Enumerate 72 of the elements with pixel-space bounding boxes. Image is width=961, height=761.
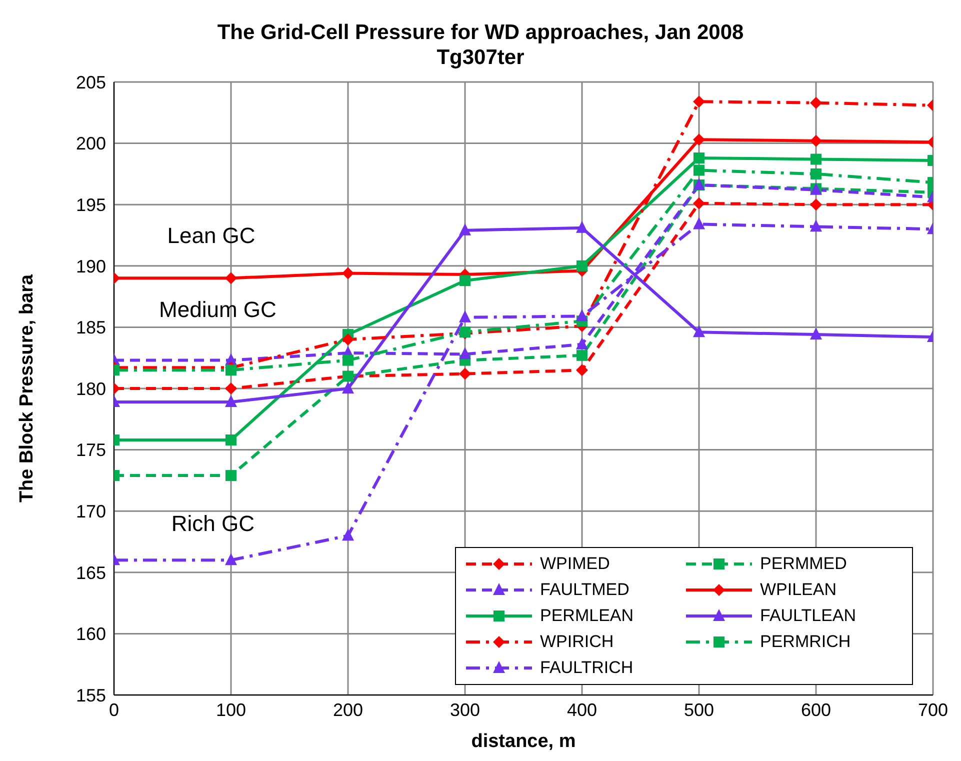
- chart-title: The Grid-Cell Pressure for WD approaches, Jan 2008: [216, 20, 745, 45]
- chart-subtitle: Tg307ter: [436, 45, 526, 70]
- y-tick-label: 165: [76, 562, 106, 583]
- point: [225, 272, 237, 284]
- point: [226, 434, 236, 446]
- y-tick-label: 180: [76, 378, 106, 399]
- legend-label: PERMRICH: [760, 632, 851, 652]
- point: [810, 154, 822, 165]
- point: [226, 364, 236, 376]
- y-tick-label: 205: [76, 72, 106, 92]
- y-tick-label: 185: [76, 318, 106, 338]
- x-tick-label: 200: [332, 700, 364, 720]
- legend-label: FAULTRICH: [540, 658, 634, 678]
- point: [342, 528, 354, 541]
- x-tick-label: 400: [566, 700, 598, 720]
- x-tick-label: 0: [108, 700, 120, 720]
- point: [342, 333, 354, 346]
- legend-label: FAULTMED: [540, 580, 630, 600]
- point: [459, 347, 471, 360]
- point: [459, 368, 471, 380]
- point: [810, 220, 822, 232]
- annotation: Lean GC: [167, 223, 256, 250]
- point: [693, 134, 705, 146]
- point: [576, 260, 588, 272]
- point: [810, 168, 822, 180]
- y-tick-label: 175: [76, 440, 106, 460]
- point: [225, 394, 237, 407]
- point: [225, 382, 237, 394]
- point: [693, 325, 705, 338]
- y-axis-title: The Block Pressure, bara: [16, 274, 38, 503]
- x-tick-label: 500: [684, 700, 714, 720]
- x-tick-label: 700: [918, 700, 948, 720]
- point: [576, 337, 588, 350]
- point: [810, 198, 822, 211]
- y-tick-label: 190: [76, 256, 106, 276]
- point: [694, 164, 704, 176]
- point: [693, 197, 705, 210]
- point: [460, 275, 470, 286]
- point: [810, 96, 822, 109]
- point: [342, 267, 354, 280]
- x-tick-label: 300: [450, 700, 480, 720]
- point: [810, 134, 822, 147]
- y-tick-label: 200: [76, 134, 106, 154]
- point: [576, 364, 588, 376]
- point: [226, 470, 236, 482]
- point: [693, 217, 705, 230]
- point: [694, 152, 704, 164]
- legend-label: WPIMED: [540, 554, 610, 574]
- annotation: Medium GC: [159, 296, 276, 323]
- x-tick-label: 600: [800, 700, 832, 720]
- legend-label: FAULTLEAN: [760, 606, 856, 626]
- point: [576, 220, 588, 233]
- point: [576, 350, 588, 361]
- point: [576, 309, 588, 322]
- legend-label: PERMMED: [760, 554, 847, 574]
- legend-label: WPILEAN: [760, 580, 837, 600]
- y-tick-label: 160: [76, 624, 106, 644]
- x-tick-label: 100: [216, 700, 246, 720]
- y-tick-label: 155: [76, 685, 106, 706]
- legend-label: WPIRICH: [540, 632, 614, 652]
- point: [810, 328, 822, 340]
- legend-label: PERMLEAN: [540, 606, 634, 626]
- x-axis-title: distance, m: [471, 731, 576, 752]
- point: [459, 310, 471, 322]
- point: [693, 96, 705, 108]
- point: [225, 553, 237, 566]
- annotation: Rich GC: [171, 511, 254, 538]
- point: [342, 354, 354, 366]
- point: [459, 223, 471, 236]
- point: [342, 382, 354, 394]
- y-tick-label: 170: [76, 501, 106, 522]
- y-tick-label: 195: [76, 194, 106, 215]
